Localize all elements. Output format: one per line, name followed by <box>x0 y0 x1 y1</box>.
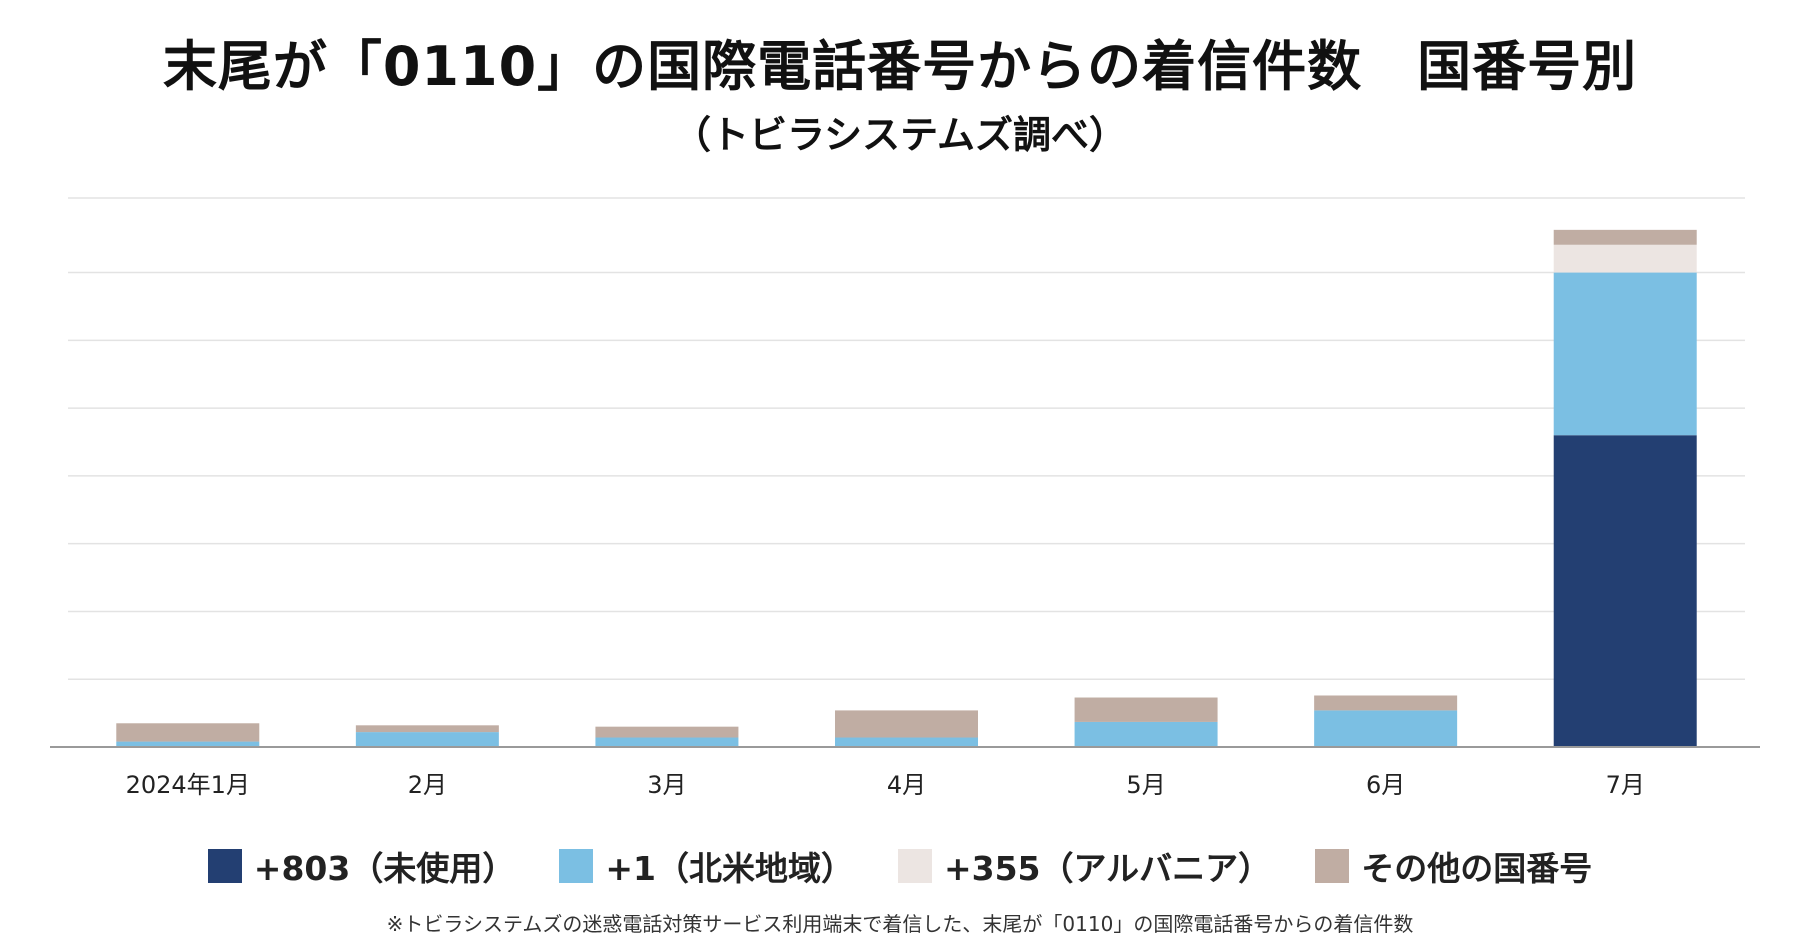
bar-1-5 <box>1314 710 1458 747</box>
bar-1-2 <box>595 737 739 747</box>
legend: +803（未使用） +1（北米地域） +355（アルバニア） その他の国番号 <box>0 842 1800 890</box>
legend-item-803: +803（未使用） <box>207 842 516 890</box>
legend-item-355: +355（アルバニア） <box>897 842 1272 890</box>
bar-other-4 <box>1074 697 1218 722</box>
bar-1-4 <box>1074 721 1218 747</box>
legend-swatch-1 <box>559 849 594 883</box>
x-tick-label-3: 4月 <box>887 771 926 799</box>
x-tick-label-1: 2月 <box>408 771 447 799</box>
bar-355-6 <box>1553 244 1697 273</box>
x-tick-label-0: 2024年1月 <box>126 771 250 799</box>
stacked-bar-chart: 2024年1月 2月 3月 4月 5月 6月 7月 <box>50 197 1760 799</box>
bar-803-6 <box>1553 435 1697 747</box>
x-tick-label-4: 5月 <box>1126 771 1165 799</box>
chart-title: 末尾が「0110」の国際電話番号からの着信件数 国番号別 <box>162 35 1638 98</box>
bar-1-3 <box>835 737 978 747</box>
legend-label-803: +803（未使用） <box>253 849 516 888</box>
x-tick-label-6: 7月 <box>1606 771 1645 799</box>
bar-other-3 <box>835 710 978 738</box>
x-tick-labels: 2024年1月 2月 3月 4月 5月 6月 7月 <box>126 771 1645 799</box>
footnote: ※トビラシステムズの迷惑電話対策サービス利用端末で着信した、末尾が「0110」の… <box>386 912 1414 936</box>
legend-swatch-803 <box>207 849 242 883</box>
bars <box>116 229 1697 747</box>
legend-item-other: その他の国番号 <box>1315 842 1592 890</box>
legend-label-355: +355（アルバニア） <box>943 849 1272 888</box>
legend-swatch-355 <box>897 849 932 883</box>
bar-other-5 <box>1314 695 1458 711</box>
x-tick-label-2: 3月 <box>647 771 686 799</box>
bar-1-6 <box>1553 272 1697 436</box>
legend-label-1: +1（北米地域） <box>605 849 854 888</box>
bar-other-2 <box>595 726 739 738</box>
legend-swatch-other <box>1315 849 1350 883</box>
gridlines <box>68 197 1745 680</box>
chart-subtitle: （トビラシステムズ調べ） <box>672 113 1128 157</box>
bar-other-1 <box>355 725 499 733</box>
x-tick-label-5: 6月 <box>1366 771 1405 799</box>
bar-1-1 <box>355 732 499 747</box>
bar-1-0 <box>116 741 260 747</box>
legend-label-other: その他の国番号 <box>1361 849 1593 888</box>
bar-other-0 <box>116 723 260 742</box>
bar-other-6 <box>1553 229 1697 245</box>
legend-item-1: +1（北米地域） <box>559 842 854 890</box>
